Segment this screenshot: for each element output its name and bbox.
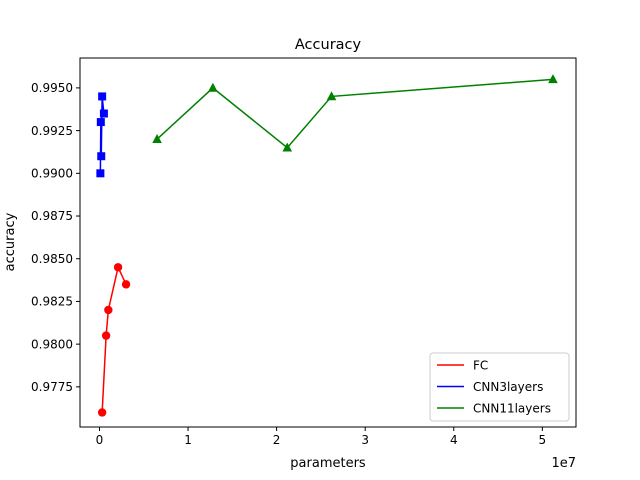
data-point-FC-3 bbox=[113, 263, 123, 272]
y-tick-label: 0.9825 bbox=[31, 295, 73, 309]
legend-item-CNN3layers: CNN3layers bbox=[437, 380, 543, 394]
data-point-CNN3layers-4 bbox=[99, 109, 108, 118]
legend-item-FC: FC bbox=[437, 359, 488, 373]
data-point-CNN3layers-2 bbox=[97, 152, 106, 161]
x-tick-label: 2 bbox=[273, 433, 281, 447]
data-point-FC-0 bbox=[97, 408, 107, 417]
series-CNN3layers bbox=[96, 92, 108, 178]
y-tick-label: 0.9875 bbox=[31, 209, 73, 223]
legend: FC CNN3layers CNN11layers bbox=[429, 352, 570, 422]
x-tick-label: 1 bbox=[184, 433, 192, 447]
y-tick-label: 0.9950 bbox=[31, 81, 73, 95]
x-axis-label: parameters bbox=[290, 456, 366, 471]
data-point-CNN11layers-2 bbox=[282, 142, 293, 152]
data-point-CNN3layers-1 bbox=[96, 118, 105, 127]
data-point-FC-4 bbox=[121, 280, 131, 289]
chart-title: Accuracy bbox=[295, 37, 362, 53]
data-point-CNN11layers-3 bbox=[326, 91, 337, 101]
legend-label-FC: FC bbox=[473, 359, 488, 373]
data-point-FC-2 bbox=[104, 305, 113, 315]
axes-layer: 0 1 2 3 4 5 0.9775 0.9800 0.9825 0.9850 0.9875 0.99… bbox=[31, 57, 577, 447]
data-point-CNN11layers-0 bbox=[152, 133, 162, 143]
y-axis-label: accuracy bbox=[3, 212, 18, 271]
legend-label-CNN11layers: CNN11layers bbox=[473, 402, 551, 416]
data-point-CNN11layers-4 bbox=[548, 74, 558, 84]
data-point-CNN11layers-1 bbox=[208, 82, 218, 92]
y-tick-label: 0.9900 bbox=[31, 167, 73, 181]
series-CNN11layers bbox=[152, 74, 558, 152]
y-tick-label: 0.9800 bbox=[31, 337, 73, 351]
data-point-CNN3layers-0 bbox=[96, 169, 105, 178]
x-tick-label: 3 bbox=[361, 433, 369, 447]
x-tick-label: 0 bbox=[96, 433, 104, 447]
legend-item-CNN11layers: CNN11layers bbox=[437, 402, 551, 416]
y-tick-label: 0.9925 bbox=[31, 124, 73, 138]
series-layer bbox=[96, 74, 558, 417]
plot-frame bbox=[79, 57, 577, 428]
data-point-CNN3layers-3 bbox=[98, 92, 107, 101]
y-tick-label: 0.9850 bbox=[31, 252, 73, 266]
x-tick-label: 5 bbox=[539, 433, 547, 447]
series-FC bbox=[97, 263, 131, 417]
x-axis-offset-label: 1e7 bbox=[551, 456, 576, 471]
data-point-FC-1 bbox=[101, 331, 111, 340]
y-tick-label: 0.9775 bbox=[31, 380, 73, 394]
legend-label-CNN3layers: CNN3layers bbox=[473, 380, 543, 394]
legend-box bbox=[429, 352, 570, 422]
x-tick-label: 4 bbox=[450, 433, 458, 447]
